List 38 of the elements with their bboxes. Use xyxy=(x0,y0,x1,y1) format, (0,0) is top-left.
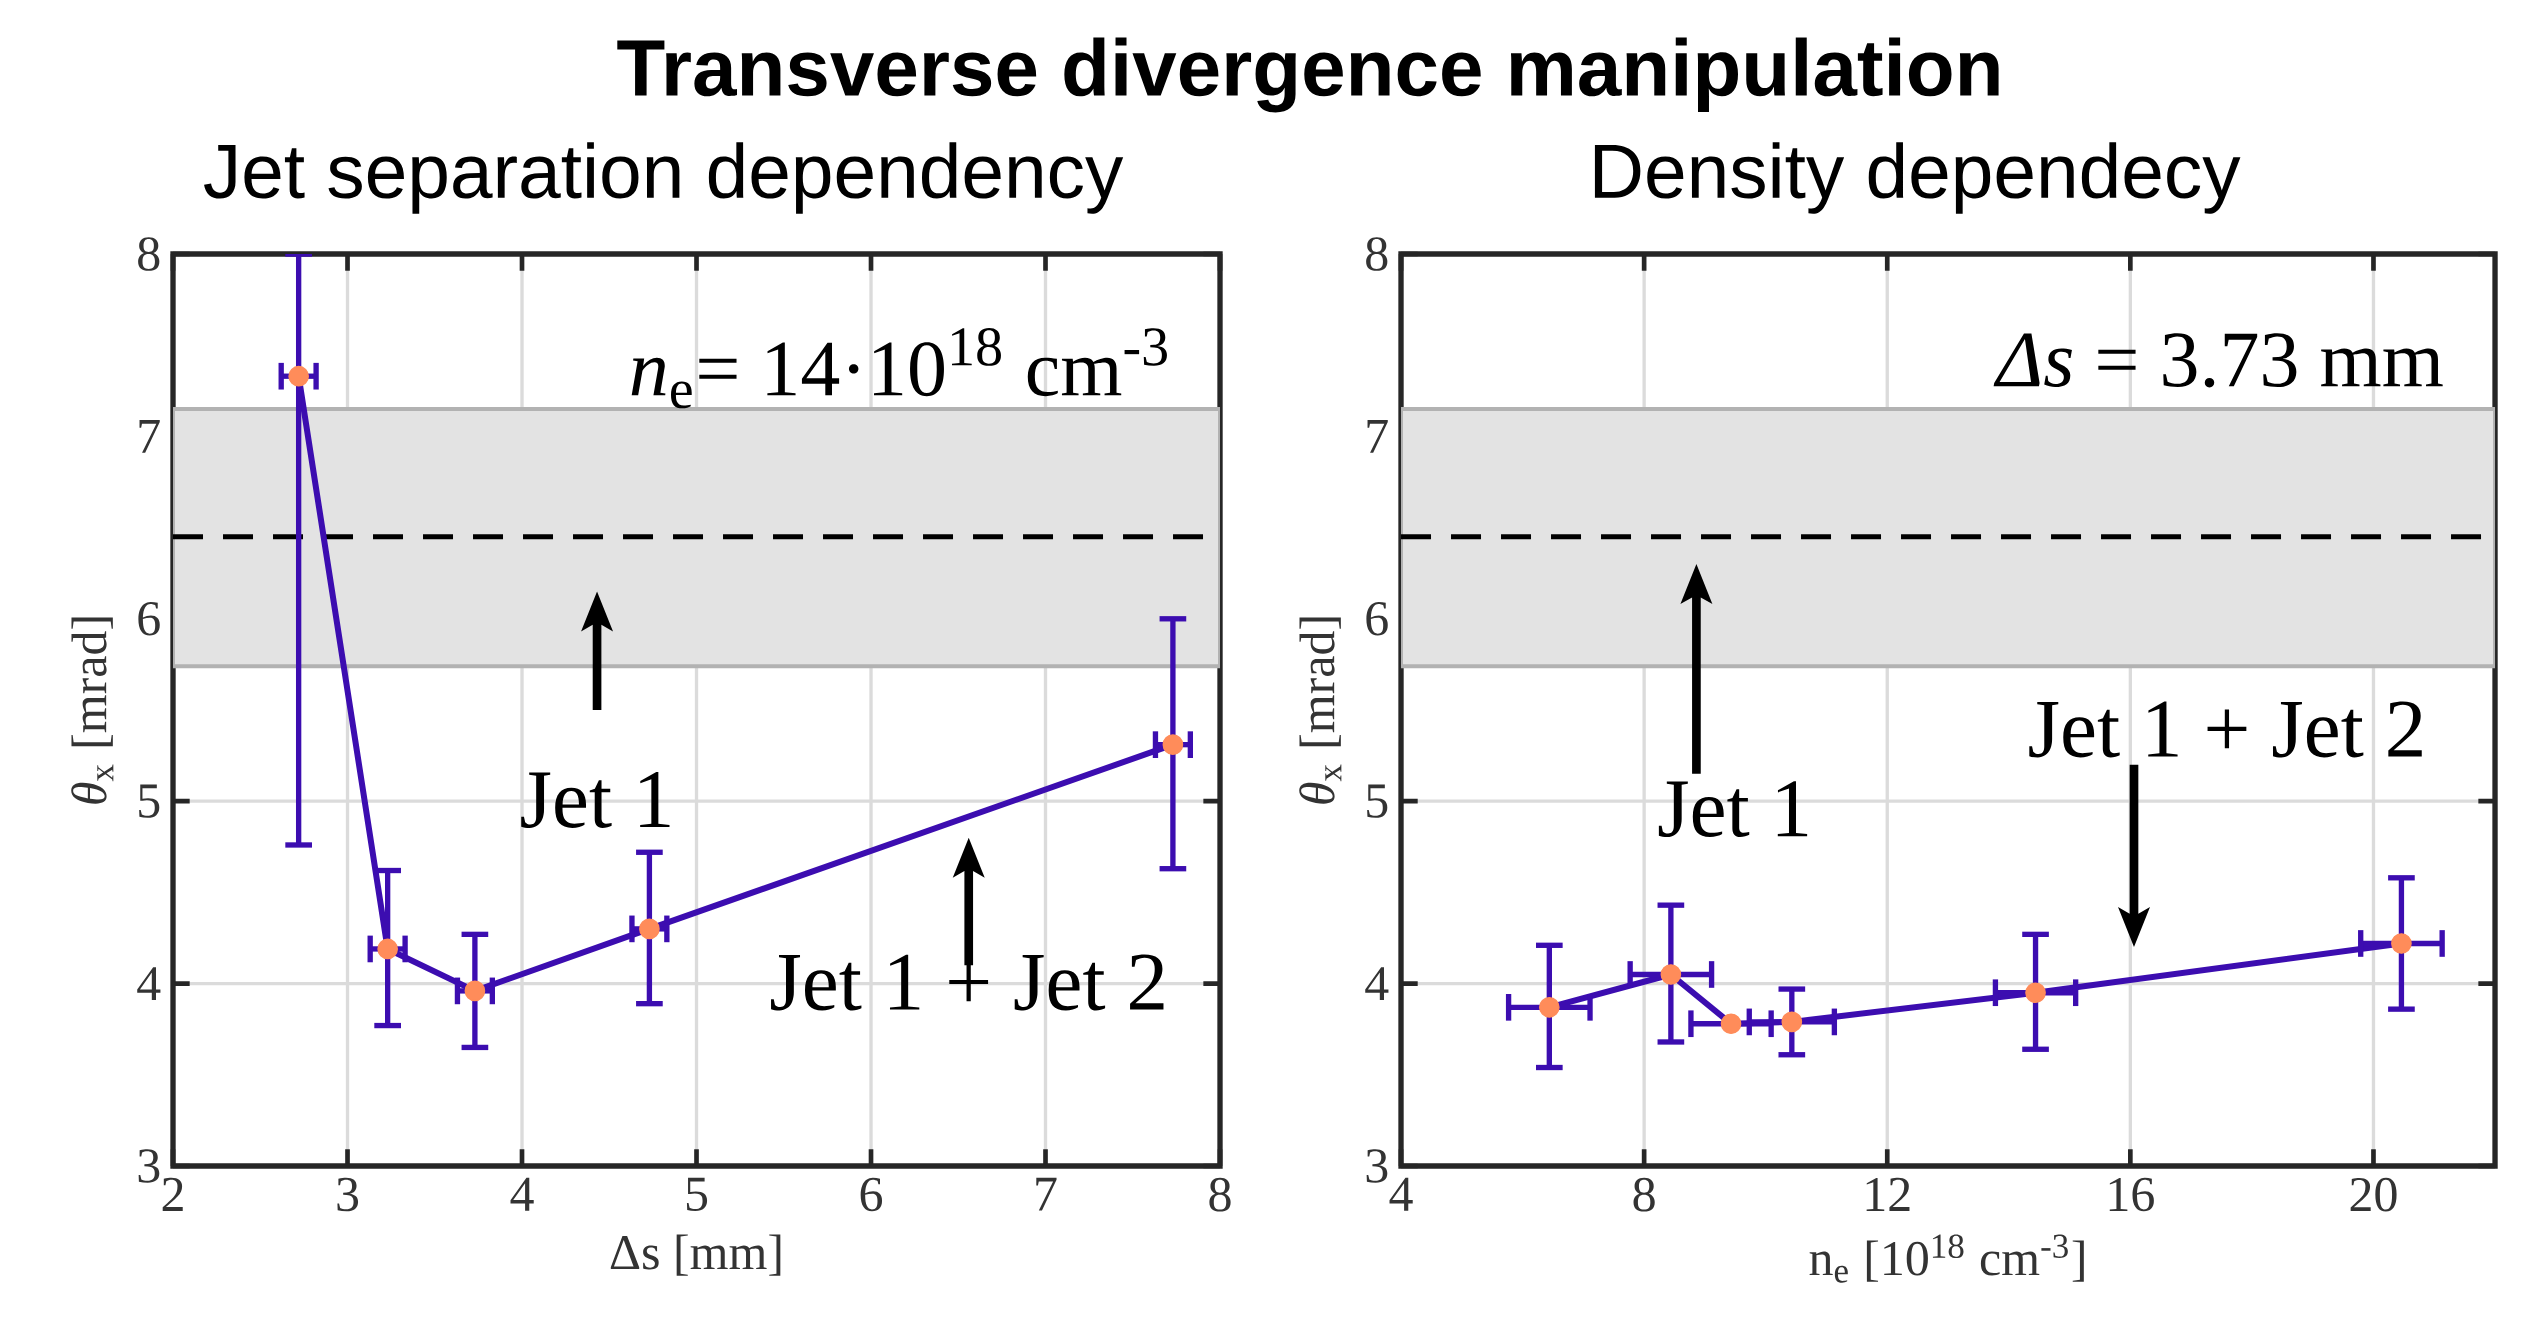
x-axis-title: n$_{e}$ [10$^{18}$ cm$^{-3}$] xyxy=(1809,1234,2084,1283)
chart-subtitle: Jet separation dependency xyxy=(204,142,1124,214)
annotation: Jet 1 xyxy=(521,772,670,828)
y-tick-label: 3 xyxy=(138,1149,160,1183)
y-axis-title: θ$_{x}$ [mrad] xyxy=(71,617,114,804)
x-tick-label: 16 xyxy=(2109,1177,2154,1212)
y-tick-label: 6 xyxy=(138,602,160,636)
y-tick-label: 5 xyxy=(139,784,160,818)
y-tick-label: 5 xyxy=(1367,784,1388,818)
y-axis-title: θ$_{x}$ [mrad] xyxy=(1299,617,1342,804)
x-tick-label: 4 xyxy=(510,1177,534,1211)
annotation: Jet 1 + Jet 2 xyxy=(2029,701,2422,758)
x-tick-label: 20 xyxy=(2350,1177,2397,1212)
x-tick-label: 4 xyxy=(1389,1177,1413,1211)
y-tick-label: 4 xyxy=(137,967,161,1001)
y-tick-label: 7 xyxy=(139,420,160,453)
x-tick-label: 3 xyxy=(337,1177,359,1212)
annotation: Jet 1 + Jet 2 xyxy=(771,954,1164,1011)
x-tick-label: 2 xyxy=(162,1177,183,1211)
y-tick-label: 3 xyxy=(1366,1149,1388,1183)
x-tick-label: 8 xyxy=(1209,1177,1231,1212)
point xyxy=(1538,996,1560,1018)
x-tick-label: 12 xyxy=(1866,1177,1910,1211)
x-tick-label: 5 xyxy=(686,1177,708,1211)
chart-subtitle: Density dependecy xyxy=(1594,142,2241,214)
y-tick-label: 7 xyxy=(1367,420,1388,453)
chart-title: Transverse divergence manipulation xyxy=(617,37,1999,113)
y-tick-label: 8 xyxy=(1366,237,1388,271)
annotation: Δs = 3.73 mm xyxy=(1993,333,2443,388)
annotation: Jet 1 xyxy=(1658,781,1808,838)
x-tick-label: 8 xyxy=(1633,1177,1655,1212)
annotation: n$_{e}$= 14·10$^{18}$ cm$^{-3}$ xyxy=(631,328,1167,409)
y-tick-label: 6 xyxy=(1366,602,1388,636)
y-tick-label: 8 xyxy=(138,237,160,271)
x-tick-label: 7 xyxy=(1036,1177,1057,1211)
x-axis-title: Δs [mm] xyxy=(610,1234,781,1276)
x-tick-label: 6 xyxy=(860,1177,883,1212)
y-tick-label: 4 xyxy=(1365,967,1389,1001)
